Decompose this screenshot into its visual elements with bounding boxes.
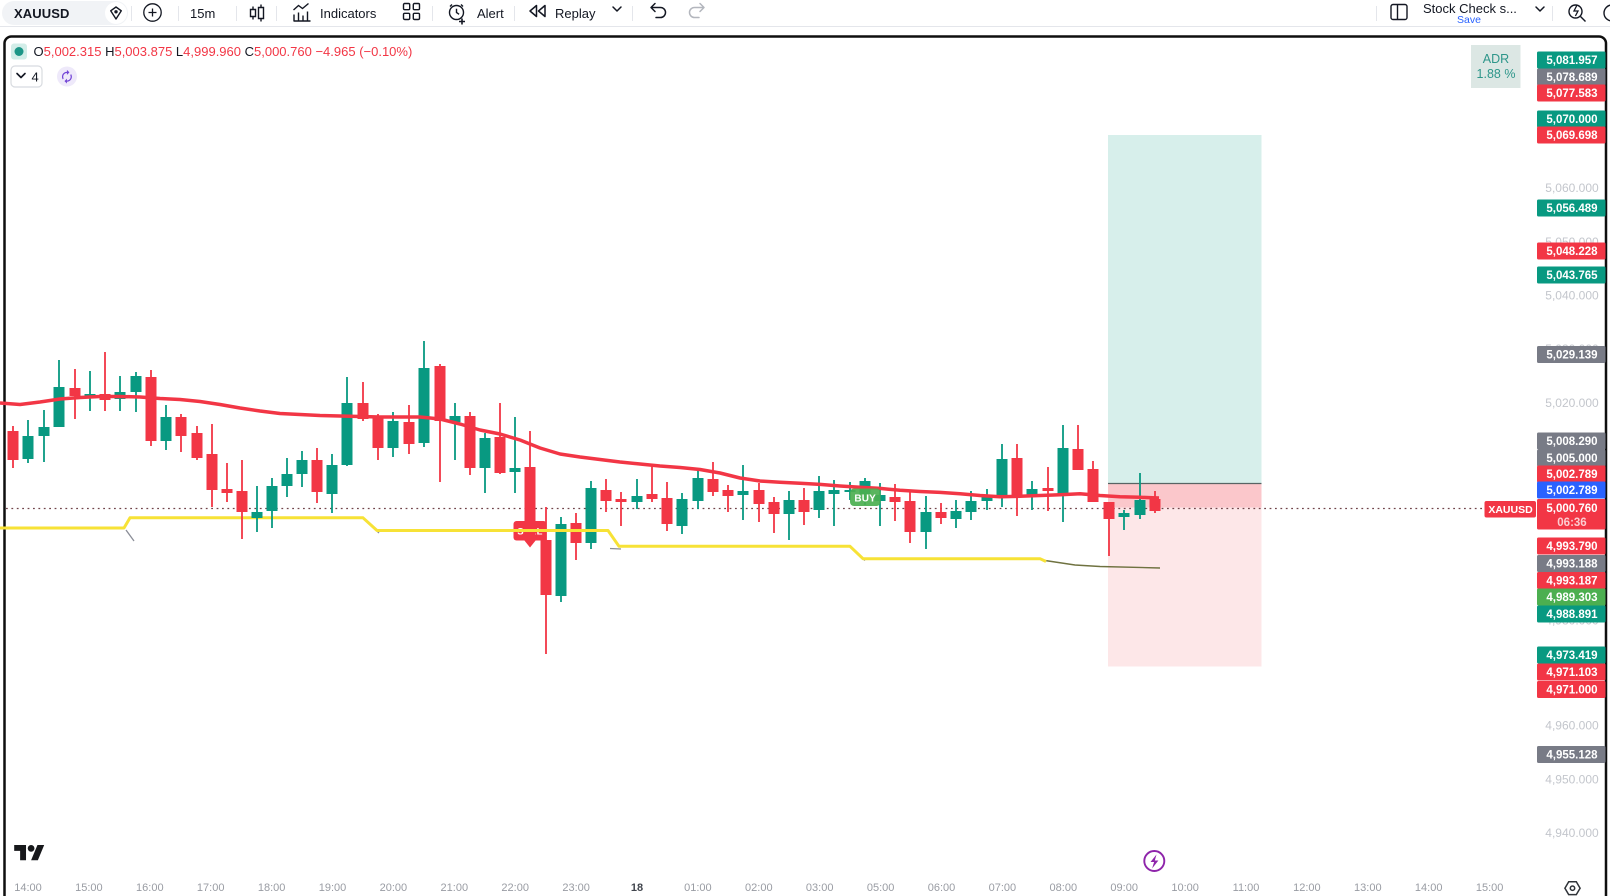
svg-text:5,056.489: 5,056.489 [1546, 203, 1597, 215]
svg-text:10:00: 10:00 [1171, 882, 1199, 894]
svg-text:11:00: 11:00 [1233, 882, 1260, 894]
svg-text:5,078.689: 5,078.689 [1546, 72, 1597, 84]
svg-text:XAUUSD: XAUUSD [1488, 504, 1533, 516]
svg-text:19:00: 19:00 [319, 882, 347, 894]
svg-text:23:00: 23:00 [562, 882, 590, 894]
svg-text:5,070.000: 5,070.000 [1546, 114, 1597, 126]
svg-text:5,020.000: 5,020.000 [1545, 396, 1599, 410]
svg-text:21:00: 21:00 [441, 882, 469, 894]
svg-text:ADR: ADR [1483, 52, 1509, 66]
svg-text:03:00: 03:00 [806, 882, 834, 894]
svg-text:5,069.698: 5,069.698 [1546, 130, 1598, 142]
svg-text:4,989.303: 4,989.303 [1546, 592, 1597, 604]
svg-text:5,005.000: 5,005.000 [1546, 453, 1597, 465]
svg-text:01:00: 01:00 [684, 882, 712, 894]
svg-text:5,002.789: 5,002.789 [1546, 485, 1597, 497]
svg-text:06:00: 06:00 [928, 882, 956, 894]
svg-text:4,993.188: 4,993.188 [1546, 559, 1598, 571]
svg-text:4,955.128: 4,955.128 [1546, 750, 1598, 762]
svg-text:4,960.000: 4,960.000 [1545, 719, 1599, 733]
svg-text:07:00: 07:00 [989, 882, 1017, 894]
svg-text:5,040.000: 5,040.000 [1545, 289, 1599, 303]
svg-text:22:00: 22:00 [501, 882, 529, 894]
svg-text:5,081.957: 5,081.957 [1546, 55, 1597, 67]
svg-text:4,940.000: 4,940.000 [1545, 826, 1599, 840]
svg-text:4: 4 [32, 70, 39, 85]
svg-text:02:00: 02:00 [745, 882, 773, 894]
svg-text:4,993.187: 4,993.187 [1546, 576, 1597, 588]
svg-text:4,973.419: 4,973.419 [1546, 650, 1597, 662]
svg-text:12:00: 12:00 [1293, 882, 1321, 894]
svg-text:4,971.000: 4,971.000 [1546, 685, 1597, 697]
svg-text:14:00: 14:00 [14, 882, 42, 894]
svg-text:O5,002.315 H5,003.875 L4,999.9: O5,002.315 H5,003.875 L4,999.960 C5,000.… [34, 44, 413, 59]
svg-text:5,029.139: 5,029.139 [1546, 350, 1597, 362]
svg-text:4,988.891: 4,988.891 [1546, 609, 1598, 621]
svg-text:1.88 %: 1.88 % [1477, 67, 1516, 81]
svg-text:15:00: 15:00 [75, 882, 103, 894]
svg-text:5,000.760: 5,000.760 [1546, 503, 1597, 515]
svg-text:18: 18 [631, 882, 643, 894]
svg-text:13:00: 13:00 [1354, 882, 1382, 894]
svg-text:08:00: 08:00 [1050, 882, 1078, 894]
svg-text:BUY: BUY [854, 494, 876, 505]
svg-text:06:36: 06:36 [1557, 517, 1586, 529]
svg-text:5,002.789: 5,002.789 [1546, 469, 1597, 481]
svg-text:09:00: 09:00 [1110, 882, 1138, 894]
svg-text:18:00: 18:00 [258, 882, 286, 894]
svg-text:5,077.583: 5,077.583 [1546, 88, 1597, 100]
svg-text:5,048.228: 5,048.228 [1546, 246, 1598, 258]
svg-text:4,971.103: 4,971.103 [1546, 667, 1597, 679]
svg-text:4,993.790: 4,993.790 [1546, 541, 1597, 553]
svg-text:17:00: 17:00 [197, 882, 225, 894]
svg-text:16:00: 16:00 [136, 882, 164, 894]
svg-text:5,008.290: 5,008.290 [1546, 436, 1597, 448]
svg-text:05:00: 05:00 [867, 882, 895, 894]
svg-text:15:00: 15:00 [1476, 882, 1504, 894]
svg-text:4,950.000: 4,950.000 [1545, 772, 1599, 786]
svg-text:14:00: 14:00 [1415, 882, 1443, 894]
svg-text:20:00: 20:00 [380, 882, 408, 894]
svg-text:5,043.765: 5,043.765 [1546, 270, 1598, 282]
svg-text:5,060.000: 5,060.000 [1545, 181, 1599, 195]
